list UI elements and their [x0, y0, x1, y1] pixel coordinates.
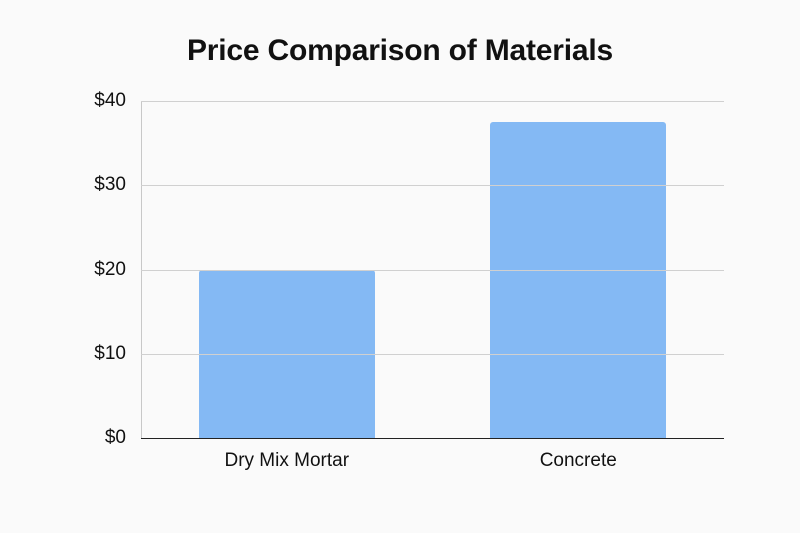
plot-area — [141, 101, 724, 439]
y-tick-label: $20 — [94, 258, 126, 280]
bar-concrete — [490, 122, 667, 438]
y-tick-label: $40 — [94, 90, 126, 111]
y-tick-label: $10 — [94, 342, 126, 364]
x-axis-line — [141, 437, 724, 439]
gridline — [141, 101, 724, 102]
y-tick-label: $30 — [94, 174, 126, 196]
x-tick-label: Concrete — [539, 450, 617, 471]
gridline — [141, 353, 724, 355]
x-tick-label: Dry Mix Mortar — [224, 450, 350, 471]
gridline — [141, 185, 724, 187]
gridline — [141, 269, 724, 271]
chart-title: Price Comparison of Materials — [187, 34, 613, 67]
y-tick-label: $0 — [104, 427, 126, 448]
